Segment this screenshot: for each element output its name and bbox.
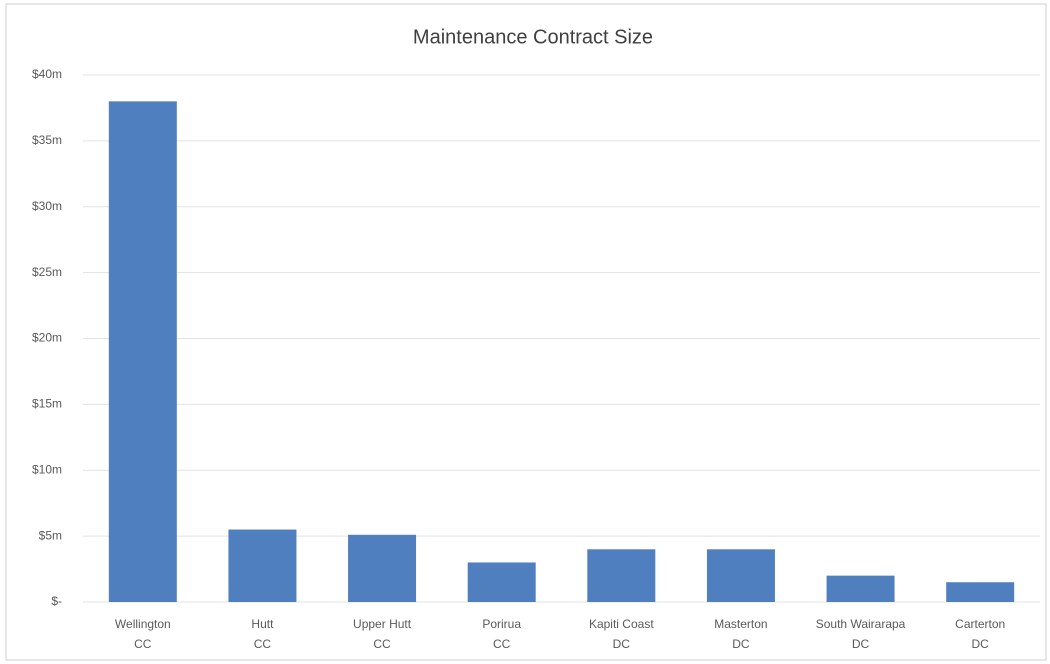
x-tick-label: Wellington — [115, 617, 171, 631]
bar — [587, 549, 656, 602]
x-tick-label: CC — [373, 637, 391, 651]
bar — [348, 534, 417, 602]
y-tick-label: $10m — [32, 462, 62, 476]
x-tick-label: DC — [613, 637, 631, 651]
y-tick-label: $5m — [39, 528, 62, 542]
y-tick-label: $30m — [32, 199, 62, 213]
x-tick-label: DC — [852, 637, 870, 651]
bar — [826, 575, 895, 602]
x-tick-label: Porirua — [482, 617, 521, 631]
x-tick-label: CC — [493, 637, 511, 651]
y-tick-label: $15m — [32, 397, 62, 411]
x-tick-label: Carterton — [955, 617, 1005, 631]
bar — [228, 529, 297, 602]
x-tick-label: Masterton — [714, 617, 767, 631]
x-tick-label: South Wairarapa — [816, 617, 906, 631]
x-tick-label: CC — [134, 637, 152, 651]
x-tick-label: Upper Hutt — [353, 617, 412, 631]
y-tick-label: $20m — [32, 331, 62, 345]
x-tick-label: DC — [732, 637, 750, 651]
x-tick-label: Hutt — [251, 617, 274, 631]
y-tick-label: $25m — [32, 265, 62, 279]
x-tick-label: CC — [254, 637, 272, 651]
chart-title: Maintenance Contract Size — [413, 26, 653, 48]
x-tick-label: Kapiti Coast — [589, 617, 654, 631]
y-tick-label: $40m — [32, 67, 62, 81]
y-tick-label: $- — [51, 594, 62, 608]
bar — [108, 101, 177, 602]
x-tick-label: DC — [972, 637, 990, 651]
bar — [706, 549, 775, 602]
chart-frame — [5, 3, 1047, 661]
bar — [946, 582, 1015, 602]
y-tick-label: $35m — [32, 133, 62, 147]
bar — [467, 562, 536, 602]
